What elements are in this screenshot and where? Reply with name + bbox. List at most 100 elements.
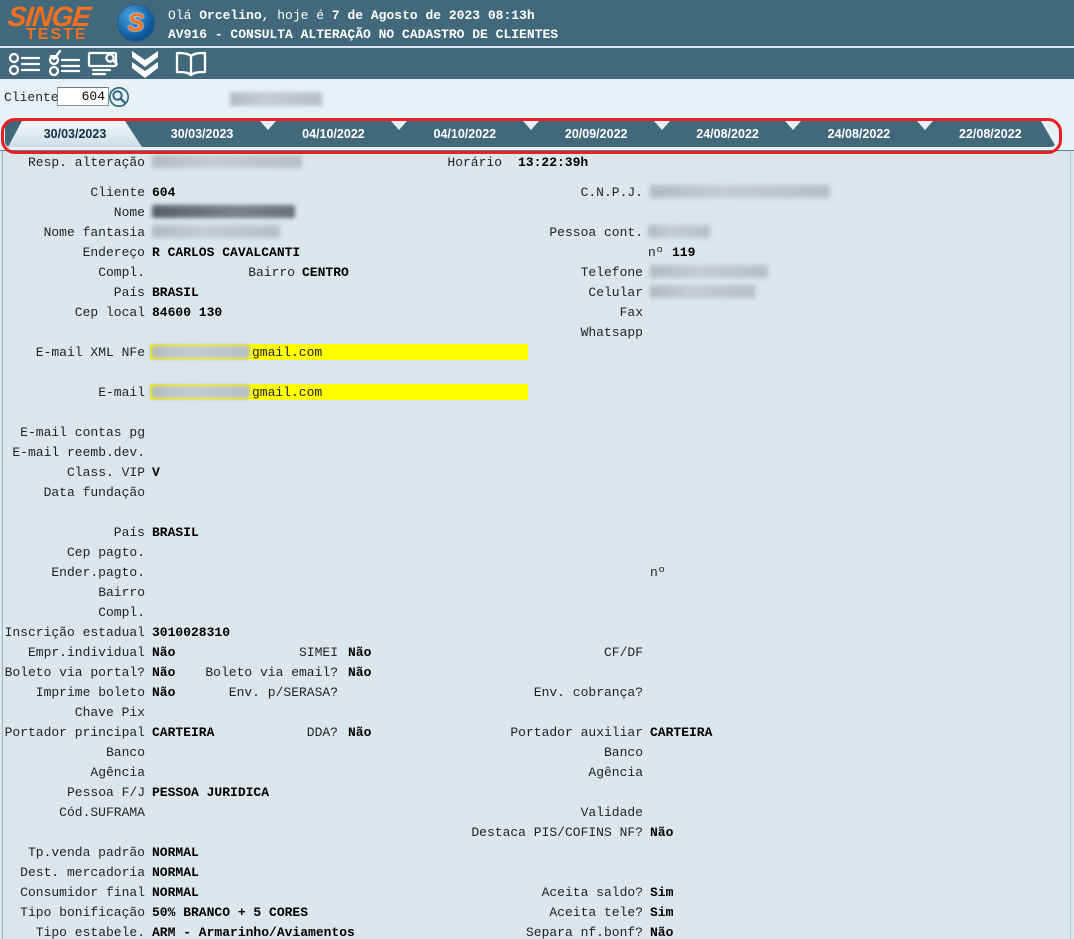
field-label: E-mail (98, 385, 145, 400)
field-label: Tp.venda padrão (27, 845, 145, 860)
field-label: Chave Pix (74, 705, 145, 720)
tab-24-08-2022-6[interactable]: 24/08/2022 (793, 121, 924, 147)
tab-notch (522, 121, 539, 130)
tab-20-09-2022-4[interactable]: 20/09/2022 (531, 121, 662, 147)
manual-book-icon[interactable] (172, 50, 210, 78)
greeting-prefix: Olá (168, 8, 200, 23)
field-label: Fax (619, 305, 643, 320)
field-value: Não (152, 665, 176, 680)
field-value: ARM - Armarinho/Aviamentos (152, 925, 355, 939)
list-icon[interactable] (6, 50, 44, 78)
tab-22-08-2022-7[interactable]: 22/08/2022 (925, 121, 1056, 147)
toolbar (0, 48, 1074, 79)
field-label: Cód.SUFRAMA (59, 805, 145, 820)
field-label: Banco (603, 745, 643, 760)
tab-30-03-2023-1[interactable]: 30/03/2023 (136, 121, 267, 147)
field-label: gmail.com (252, 345, 323, 360)
search-record-icon[interactable] (86, 50, 124, 78)
field-label: País (113, 525, 145, 540)
field-label: Consumidor final (20, 885, 145, 900)
search-icon[interactable] (108, 86, 132, 110)
field-value: Não (152, 645, 176, 660)
field-value: 50% BRANCO + 5 CORES (152, 905, 309, 920)
field-value: Não (348, 645, 372, 660)
logo-sphere-letter: S (127, 8, 145, 37)
field-label: Data fundação (43, 485, 145, 500)
field-label: Cep pagto. (66, 545, 145, 560)
header-divider (0, 46, 1074, 48)
field-value: PESSOA JURIDICA (152, 785, 270, 800)
tab-04-10-2022-3[interactable]: 04/10/2022 (399, 121, 530, 147)
field-value: Sim (650, 905, 674, 920)
field-value: CARTEIRA (650, 725, 713, 740)
redacted-value (230, 92, 322, 106)
field-value: Não (650, 825, 674, 840)
field-label: Banco (105, 745, 145, 760)
field-label: E-mail reemb.dev. (12, 445, 145, 460)
field-value: Sim (650, 885, 674, 900)
field-value: 119 (672, 245, 696, 260)
field-label: Dest. mercadoria (20, 865, 145, 880)
field-value: V (152, 465, 160, 480)
field-value: NORMAL (152, 885, 199, 900)
field-label: Compl. (98, 265, 145, 280)
field-label: gmail.com (252, 385, 323, 400)
field-label: Endereço (82, 245, 145, 260)
field-value: Não (152, 685, 176, 700)
field-label: Boleto via portal? (4, 665, 145, 680)
tab-04-10-2022-2[interactable]: 04/10/2022 (268, 121, 399, 147)
form-left-border (2, 151, 3, 939)
field-label: SIMEI (298, 645, 338, 660)
field-value: BRASIL (152, 525, 199, 540)
expand-all-icon[interactable] (126, 50, 164, 78)
header-bar: SINGE TESTE S Olá Orcelino, hoje é 7 de … (0, 0, 1074, 46)
tab-strip-endcap (1041, 121, 1056, 147)
field-label: DDA? (306, 725, 338, 740)
field-value: BRASIL (152, 285, 199, 300)
field-label: Agência (588, 765, 643, 780)
field-label: Pessoa F/J (66, 785, 145, 800)
tab-notch (653, 121, 670, 130)
field-label: Whatsapp (580, 325, 643, 340)
field-value: R CARLOS CAVALCANTI (152, 245, 301, 260)
tab-notch (391, 121, 408, 130)
field-value: 13:22:39h (518, 155, 589, 170)
field-label: Destaca PIS/COFINS NF? (471, 825, 643, 840)
field-label: C.N.P.J. (580, 185, 643, 200)
field-label: Pessoa cont. (549, 225, 643, 240)
client-detail-form (0, 150, 1074, 939)
field-label: Resp. alteração (27, 155, 145, 170)
field-label: Bairro (98, 585, 145, 600)
checklist-icon[interactable] (46, 49, 84, 78)
field-value: NORMAL (152, 845, 199, 860)
client-code-input[interactable] (57, 87, 109, 106)
tab-30-03-2023-0[interactable]: 30/03/2023 (8, 121, 142, 147)
field-label: Nome (113, 205, 145, 220)
field-label: Cep local (74, 305, 145, 320)
field-label: Bairro (248, 265, 295, 280)
field-label: Empr.individual (27, 645, 145, 660)
field-label: Portador principal (4, 725, 145, 740)
client-field-label: Cliente (4, 90, 59, 105)
field-label: E-mail contas pg (20, 425, 145, 440)
field-label: E-mail XML NFe (35, 345, 145, 360)
history-tab-strip: 30/03/2023 30/03/2023 04/10/2022 04/10/2022… (5, 121, 1056, 147)
field-label: Separa nf.bonf? (525, 925, 643, 939)
greeting-text: Olá Orcelino, hoje é 7 de Agosto de 2023… (168, 8, 535, 23)
tab-24-08-2022-5[interactable]: 24/08/2022 (662, 121, 793, 147)
field-label: Cliente (90, 185, 145, 200)
field-label: Portador auxiliar (510, 725, 643, 740)
redacted-value (152, 225, 280, 238)
field-value: CENTRO (302, 265, 349, 280)
tab-notch (785, 121, 802, 130)
field-label: Aceita saldo? (541, 885, 643, 900)
field-value: CARTEIRA (152, 725, 215, 740)
redacted-value (152, 155, 302, 168)
redacted-value (152, 205, 295, 218)
redacted-value (650, 265, 768, 278)
logo-subtext: TESTE (26, 26, 88, 43)
field-value: Não (650, 925, 674, 939)
field-label: nº (648, 245, 664, 260)
field-label: Boleto via email? (205, 665, 338, 680)
